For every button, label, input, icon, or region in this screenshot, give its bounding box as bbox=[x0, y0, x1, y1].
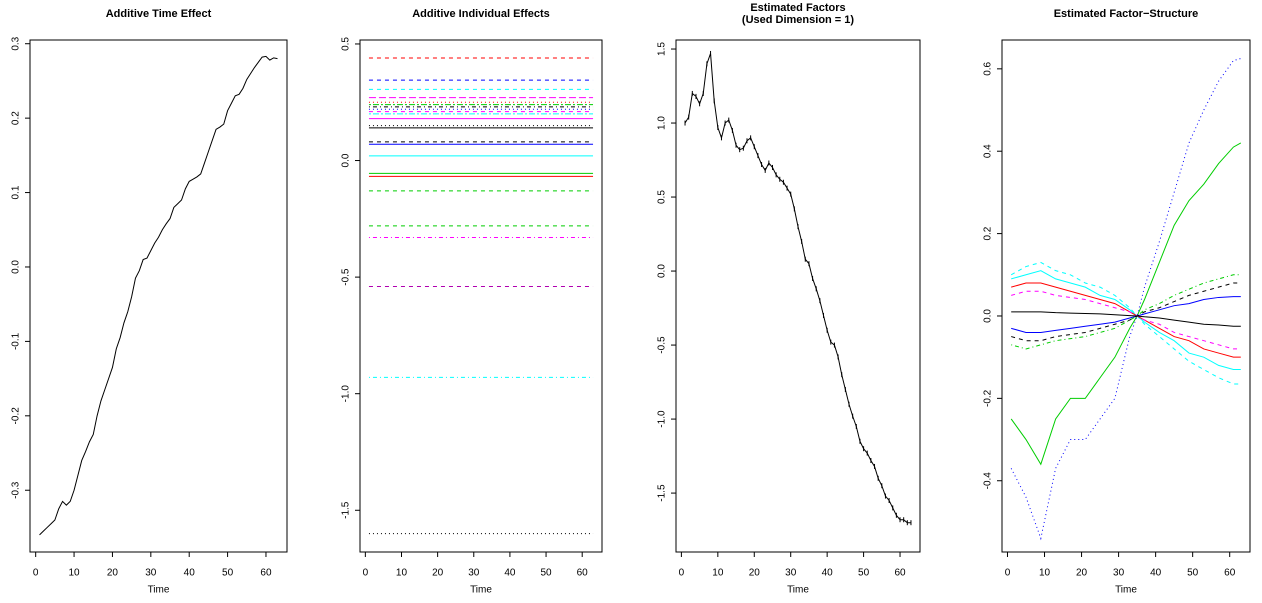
x-tick-label: 60 bbox=[1224, 568, 1236, 579]
x-tick-label: 50 bbox=[540, 568, 552, 579]
x-axis-label: Time bbox=[470, 585, 492, 596]
x-tick-label: 50 bbox=[1187, 568, 1199, 579]
panel: Estimated Factor−Structure Time 0 10 20 30 40 5… bbox=[983, 8, 1251, 596]
x-tick-label: 60 bbox=[894, 568, 906, 579]
panel: Estimated Factors(Used Dimension = 1) Tim… bbox=[657, 2, 921, 596]
x-tick-label: 40 bbox=[822, 568, 834, 579]
y-tick-label: -1.5 bbox=[657, 484, 668, 502]
y-tick-label: 0.0 bbox=[11, 260, 22, 274]
y-tick-label: -0.5 bbox=[341, 268, 352, 286]
y-tick-label: -0.2 bbox=[983, 389, 994, 407]
data-line bbox=[1011, 270, 1241, 371]
y-tick-label: 1.0 bbox=[657, 116, 668, 130]
x-tick-label: 0 bbox=[33, 568, 39, 579]
y-tick-label: -0.5 bbox=[657, 336, 668, 354]
y-tick-label: -1.5 bbox=[341, 501, 352, 519]
y-tick-label: 0.4 bbox=[983, 144, 994, 158]
x-axis-label: Time bbox=[148, 585, 170, 596]
x-tick-label: 30 bbox=[468, 568, 480, 579]
x-tick-label: 60 bbox=[260, 568, 272, 579]
y-tick-label: 1.5 bbox=[657, 42, 668, 56]
x-tick-label: 30 bbox=[145, 568, 157, 579]
x-tick-label: 40 bbox=[184, 568, 196, 579]
x-tick-label: 0 bbox=[679, 568, 685, 579]
x-tick-label: 50 bbox=[222, 568, 234, 579]
x-tick-label: 30 bbox=[1113, 568, 1125, 579]
data-line bbox=[1010, 142, 1242, 466]
x-tick-label: 60 bbox=[577, 568, 589, 579]
x-tick-label: 10 bbox=[396, 568, 408, 579]
data-line bbox=[1011, 274, 1241, 350]
y-tick-label: -0.1 bbox=[11, 332, 22, 350]
data-line bbox=[1011, 290, 1241, 350]
y-tick-label: -1.0 bbox=[657, 410, 668, 428]
x-tick-label: 0 bbox=[1005, 568, 1011, 579]
y-tick-label: 0.1 bbox=[11, 185, 22, 199]
data-line bbox=[1011, 282, 1241, 358]
x-tick-label: 10 bbox=[1039, 568, 1051, 579]
chart-title: Additive Time Effect bbox=[106, 8, 212, 20]
plot-box bbox=[1001, 39, 1251, 553]
x-tick-label: 20 bbox=[749, 568, 761, 579]
plot-box bbox=[29, 39, 288, 553]
chart-title: Additive Individual Effects bbox=[412, 8, 550, 20]
y-tick-label: 0.2 bbox=[983, 226, 994, 240]
y-tick-label: 0.6 bbox=[983, 61, 994, 75]
chart-title: Estimated Factors bbox=[750, 2, 845, 14]
x-tick-label: 40 bbox=[504, 568, 516, 579]
chart-title: (Used Dimension = 1) bbox=[742, 14, 855, 26]
data-line bbox=[39, 55, 278, 536]
data-line bbox=[684, 53, 911, 524]
x-tick-label: 20 bbox=[107, 568, 119, 579]
y-tick-label: 0.0 bbox=[983, 309, 994, 323]
y-tick-label: -0.2 bbox=[11, 407, 22, 425]
data-line bbox=[1010, 58, 1241, 541]
x-axis-label: Time bbox=[787, 585, 809, 596]
chart-title: Estimated Factor−Structure bbox=[1054, 8, 1199, 20]
y-tick-label: -1.0 bbox=[341, 385, 352, 403]
data-line bbox=[1011, 296, 1241, 333]
x-tick-label: 10 bbox=[712, 568, 724, 579]
x-tick-label: 40 bbox=[1150, 568, 1162, 579]
plot-box bbox=[359, 39, 603, 553]
panel: Additive Individual Effects Time 0 10 20 30 40… bbox=[341, 8, 603, 596]
panel: Additive Time Effect Time 0 10 20 30 40 50 60 -0.… bbox=[11, 8, 288, 596]
y-tick-label: -0.3 bbox=[11, 481, 22, 499]
x-axis-label: Time bbox=[1115, 585, 1137, 596]
y-tick-label: 0.3 bbox=[11, 36, 22, 50]
y-tick-label: 0.0 bbox=[341, 153, 352, 167]
x-tick-label: 50 bbox=[858, 568, 870, 579]
y-tick-label: 0.2 bbox=[11, 111, 22, 125]
x-tick-label: 20 bbox=[432, 568, 444, 579]
y-tick-label: 0.5 bbox=[341, 37, 352, 51]
y-tick-label: 0.5 bbox=[657, 190, 668, 204]
y-tick-label: 0.0 bbox=[657, 264, 668, 278]
x-tick-label: 20 bbox=[1076, 568, 1088, 579]
data-line bbox=[1011, 311, 1241, 327]
data-line bbox=[1010, 261, 1241, 385]
y-tick-label: -0.4 bbox=[983, 472, 994, 490]
x-tick-label: 0 bbox=[363, 568, 369, 579]
x-tick-label: 10 bbox=[68, 568, 80, 579]
data-line bbox=[1011, 282, 1241, 342]
plot-box bbox=[675, 39, 921, 553]
x-tick-label: 30 bbox=[785, 568, 797, 579]
